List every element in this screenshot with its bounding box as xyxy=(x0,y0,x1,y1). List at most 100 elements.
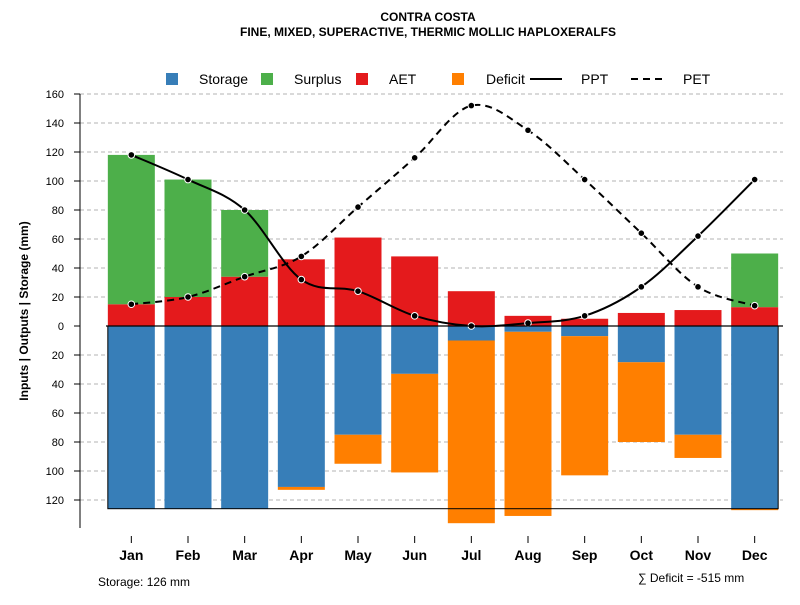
pet-point xyxy=(694,283,702,291)
pet-point xyxy=(240,272,249,281)
storage-bar xyxy=(731,326,779,509)
storage-bar xyxy=(334,326,382,435)
pet-point xyxy=(524,126,532,135)
legend-swatch-deficit xyxy=(452,73,464,85)
pet-point xyxy=(580,175,589,184)
pet-point xyxy=(184,293,192,301)
y-axis-label: Inputs | Outputs | Storage (mm) xyxy=(17,221,31,400)
pet-point xyxy=(637,229,646,237)
y-tick-label: 100 xyxy=(46,176,64,188)
y-tick-label: 20 xyxy=(52,350,64,362)
aet-bar xyxy=(221,276,269,326)
deficit-bar xyxy=(674,434,722,458)
y-tick-label: 40 xyxy=(52,379,64,391)
axes-layer: 120 100 80 60 40 20 0 20 40 60 80 100 120 140 160 Jan Fe… xyxy=(46,89,783,563)
deficit-bar xyxy=(277,486,325,490)
y-tick-label: 80 xyxy=(52,437,64,449)
aet-bar xyxy=(277,259,325,326)
legend-swatch-aet xyxy=(356,73,368,85)
aet-bar xyxy=(334,237,382,326)
storage-bar xyxy=(617,326,665,363)
x-tick-label: Sep xyxy=(572,547,598,563)
surplus-bar xyxy=(107,154,155,305)
legend-label-surplus: Surplus xyxy=(294,71,341,87)
lines-layer xyxy=(127,101,759,330)
x-tick-label: Oct xyxy=(630,547,654,563)
ppt-point xyxy=(127,151,136,159)
y-tick-label: 100 xyxy=(46,466,64,478)
storage-bar xyxy=(221,326,269,509)
legend-label-aet: AET xyxy=(389,71,417,87)
ppt-point xyxy=(637,283,646,291)
y-tick-label: 60 xyxy=(52,234,64,246)
pet-point xyxy=(127,300,136,309)
aet-bar xyxy=(617,312,665,326)
aet-bar xyxy=(731,307,779,326)
storage-bar xyxy=(561,326,609,337)
x-tick-label: Feb xyxy=(176,547,201,563)
deficit-bar xyxy=(334,434,382,464)
ppt-line xyxy=(130,153,756,328)
legend-label-storage: Storage xyxy=(199,71,248,87)
x-tick-label: Nov xyxy=(685,547,712,563)
ppt-point xyxy=(354,287,362,296)
surplus-bar xyxy=(221,210,269,277)
y-tick-label: 60 xyxy=(52,408,64,420)
x-tick-label: Aug xyxy=(514,547,541,563)
storage-annotation: Storage: 126 mm xyxy=(98,575,190,589)
storage-bar xyxy=(447,326,495,341)
pet-point xyxy=(467,101,476,110)
pet-line xyxy=(131,103,755,307)
x-tick-label: Jan xyxy=(119,547,143,563)
pet-point xyxy=(354,203,362,211)
y-tick-label: 120 xyxy=(46,147,64,159)
ppt-point xyxy=(580,312,589,320)
legend-label-ppt: PPT xyxy=(581,71,609,87)
storage-bar xyxy=(107,326,155,509)
bars-layer xyxy=(107,154,779,524)
surplus-bar xyxy=(731,253,779,308)
storage-bar xyxy=(277,326,325,487)
aet-bar xyxy=(561,318,609,326)
aet-bar xyxy=(107,304,155,326)
ppt-point xyxy=(750,175,759,184)
surplus-bar xyxy=(164,179,212,297)
y-tick-label: 140 xyxy=(46,118,64,130)
y-tick-label: 20 xyxy=(52,292,64,304)
legend-label-pet: PET xyxy=(683,71,711,87)
ppt-point xyxy=(694,232,702,240)
deficit-bar xyxy=(731,508,779,511)
deficit-bar xyxy=(617,362,665,442)
x-tick-label: Dec xyxy=(742,547,768,563)
pet-point xyxy=(410,154,419,162)
storage-bar xyxy=(164,326,212,509)
y-tick-label: 160 xyxy=(46,89,64,101)
legend-label-deficit: Deficit xyxy=(486,71,525,87)
x-tick-label: May xyxy=(344,547,371,563)
y-tick-label: 0 xyxy=(58,321,64,333)
y-tick-label: 80 xyxy=(52,205,64,217)
y-tick-label: 40 xyxy=(52,263,64,275)
pet-point xyxy=(750,301,759,310)
storage-bar xyxy=(504,326,552,332)
storage-bar xyxy=(674,326,722,435)
chart-title: CONTRA COSTA xyxy=(380,10,476,24)
deficit-bar xyxy=(391,373,439,473)
deficit-annotation: ∑ Deficit = -515 mm xyxy=(638,571,744,585)
y-tick-label: 120 xyxy=(46,495,64,507)
x-tick-label: Jul xyxy=(461,547,481,563)
x-tick-label: Mar xyxy=(232,547,257,563)
ppt-point xyxy=(297,275,306,284)
storage-bar xyxy=(391,326,439,374)
legend-swatch-surplus xyxy=(261,73,273,85)
aet-bar xyxy=(447,291,495,326)
ppt-point xyxy=(184,175,192,184)
chart-subtitle: FINE, MIXED, SUPERACTIVE, THERMIC MOLLIC… xyxy=(240,25,616,39)
legend-swatch-storage xyxy=(166,73,178,85)
deficit-bar xyxy=(447,340,495,524)
x-tick-label: Jun xyxy=(402,547,427,563)
legend: Storage Surplus AET Deficit PPT PET xyxy=(166,71,711,87)
x-tick-label: Apr xyxy=(289,547,314,563)
